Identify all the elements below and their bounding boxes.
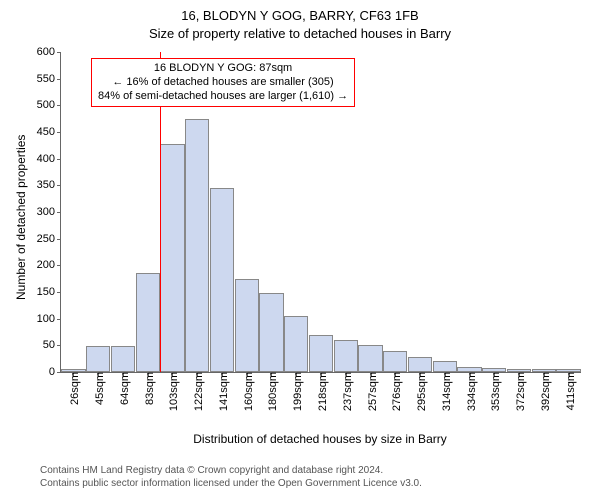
x-tick-label: 180sqm [263,372,279,411]
y-tick-mark [57,345,61,346]
histogram-bar [358,345,382,372]
y-tick-mark [57,372,61,373]
y-tick-mark [57,185,61,186]
x-tick-label: 392sqm [536,372,552,411]
annotation-line-2: ← 16% of detached houses are smaller (30… [98,76,348,90]
x-tick-label: 122sqm [189,372,205,411]
histogram-bar [111,346,135,372]
x-tick-label: 26sqm [65,372,81,405]
histogram-bar [309,335,333,372]
x-tick-label: 372sqm [511,372,527,411]
histogram-bar [259,293,283,372]
footer-line-2: Contains public sector information licen… [40,477,422,490]
chart-container: 16, BLODYN Y GOG, BARRY, CF63 1FB Size o… [0,0,600,500]
footer-line-1: Contains HM Land Registry data © Crown c… [40,464,422,477]
x-tick-label: 103sqm [164,372,180,411]
histogram-bar [383,351,407,372]
histogram-bar [185,119,209,372]
plot-area: 05010015020025030035040045050055060026sq… [60,52,581,373]
histogram-bar [235,279,259,372]
histogram-bar [408,357,432,372]
annotation-line-3: 84% of semi-detached houses are larger (… [98,90,348,104]
y-tick-mark [57,52,61,53]
x-tick-label: 237sqm [338,372,354,411]
y-tick-mark [57,105,61,106]
chart-title: 16, BLODYN Y GOG, BARRY, CF63 1FB [0,8,600,23]
y-tick-mark [57,132,61,133]
footer-attribution: Contains HM Land Registry data © Crown c… [40,464,422,490]
y-axis-label: Number of detached properties [14,135,28,300]
histogram-bar [284,316,308,372]
x-tick-label: 218sqm [313,372,329,411]
x-tick-label: 257sqm [363,372,379,411]
x-tick-label: 160sqm [239,372,255,411]
annotation-box: 16 BLODYN Y GOG: 87sqm← 16% of detached … [91,58,355,107]
x-tick-label: 411sqm [561,372,577,410]
x-tick-label: 276sqm [387,372,403,411]
x-tick-label: 314sqm [437,372,453,411]
histogram-bar [160,144,184,372]
x-tick-label: 45sqm [90,372,106,405]
x-tick-label: 334sqm [462,372,478,411]
x-tick-label: 64sqm [115,372,131,405]
histogram-bar [334,340,358,372]
histogram-bar [136,273,160,372]
annotation-line-1: 16 BLODYN Y GOG: 87sqm [98,62,348,76]
y-tick-mark [57,319,61,320]
y-tick-mark [57,292,61,293]
y-tick-mark [57,239,61,240]
histogram-bar [210,188,234,372]
x-tick-label: 295sqm [412,372,428,411]
histogram-bar [86,346,110,372]
y-tick-mark [57,159,61,160]
y-tick-mark [57,212,61,213]
x-tick-label: 353sqm [486,372,502,411]
y-tick-mark [57,79,61,80]
y-tick-mark [57,265,61,266]
chart-subtitle: Size of property relative to detached ho… [0,26,600,41]
x-axis-label: Distribution of detached houses by size … [60,432,580,446]
x-tick-label: 199sqm [288,372,304,411]
histogram-bar [433,361,457,372]
x-tick-label: 83sqm [140,372,156,405]
x-tick-label: 141sqm [214,372,230,411]
